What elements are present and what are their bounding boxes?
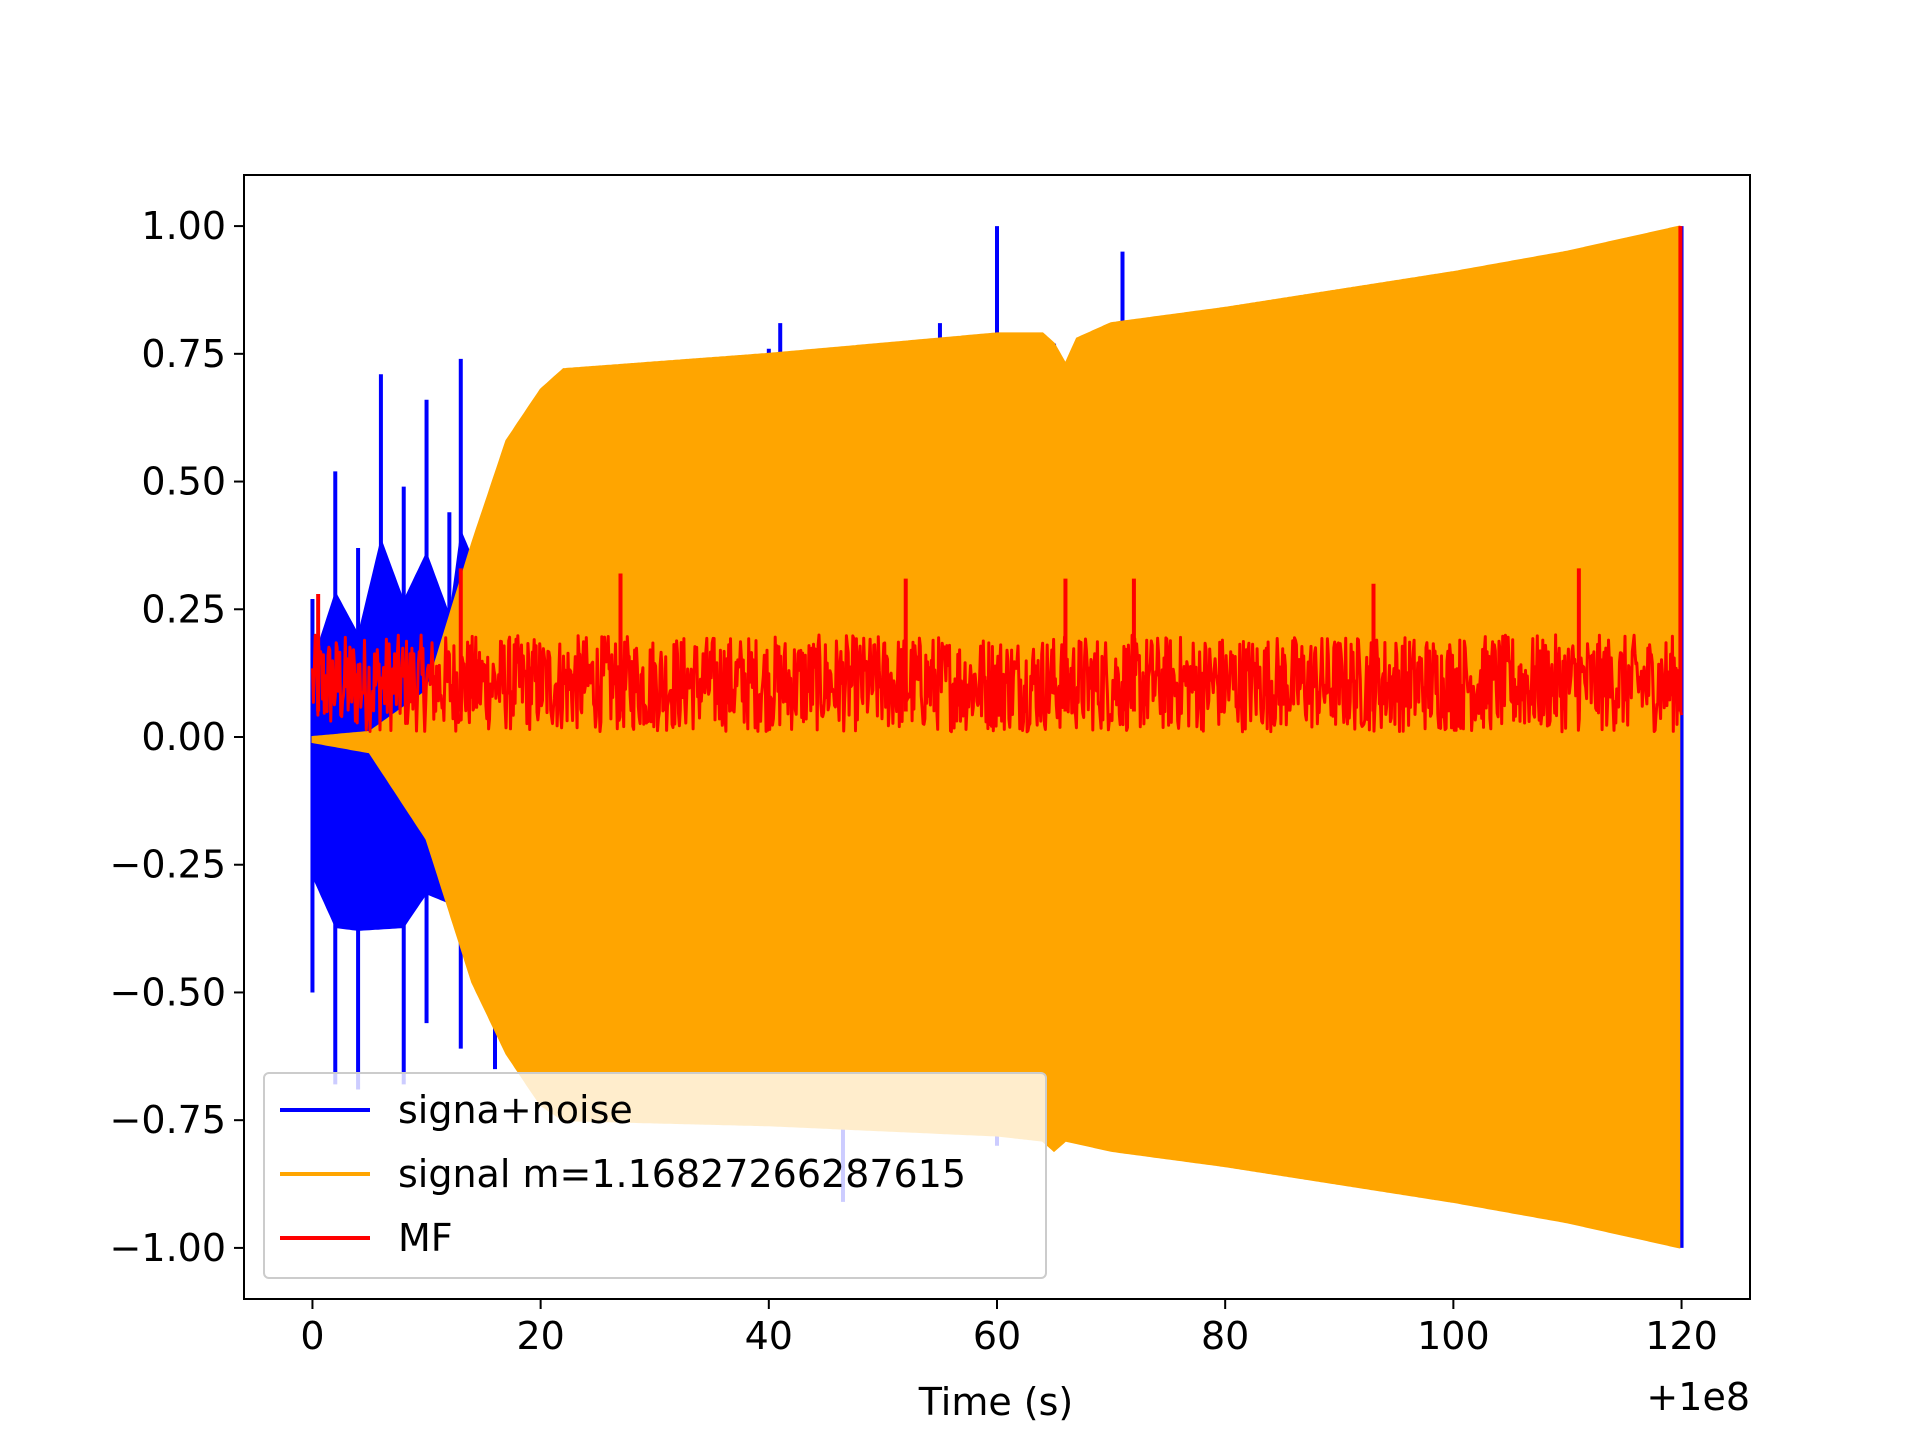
y-tick-label: −1.00	[110, 1226, 226, 1270]
legend-label: signa+noise	[398, 1088, 633, 1132]
x-tick-label: 100	[1417, 1314, 1490, 1358]
x-offset-label: +1e8	[1646, 1375, 1750, 1419]
series-mf	[311, 226, 1683, 734]
x-tick-label: 20	[516, 1314, 564, 1358]
x-axis-label: Time (s)	[918, 1380, 1074, 1424]
y-axis: 1.00 0.75 0.50 0.25 0.00 −0.25 −0.50 −0.75 −1.00	[110, 204, 244, 1270]
y-tick-label: 0.00	[141, 715, 226, 759]
y-tick-label: 0.50	[141, 460, 226, 504]
y-tick-label: −0.75	[110, 1098, 226, 1142]
y-tick-label: 0.75	[141, 332, 226, 376]
y-tick-label: 0.25	[141, 587, 226, 631]
x-tick-label: 80	[1201, 1314, 1249, 1358]
mf-line	[311, 633, 1683, 734]
x-tick-label: 40	[745, 1314, 793, 1358]
legend-label: signal m=1.16827266287615	[398, 1152, 966, 1196]
y-tick-label: −0.25	[110, 843, 226, 887]
x-tick-label: 60	[973, 1314, 1021, 1358]
x-axis: 0 20 40 60 80 100 120	[300, 1299, 1718, 1358]
legend: signa+noise signal m=1.16827266287615 MF	[263, 1072, 1047, 1279]
x-tick-label: 120	[1645, 1314, 1718, 1358]
legend-label: MF	[398, 1216, 453, 1260]
x-tick-label: 0	[300, 1314, 324, 1358]
legend-box	[263, 1072, 1047, 1279]
y-tick-label: −0.50	[110, 970, 226, 1014]
series-layer	[310, 225, 1684, 1249]
y-tick-label: 1.00	[141, 204, 226, 248]
